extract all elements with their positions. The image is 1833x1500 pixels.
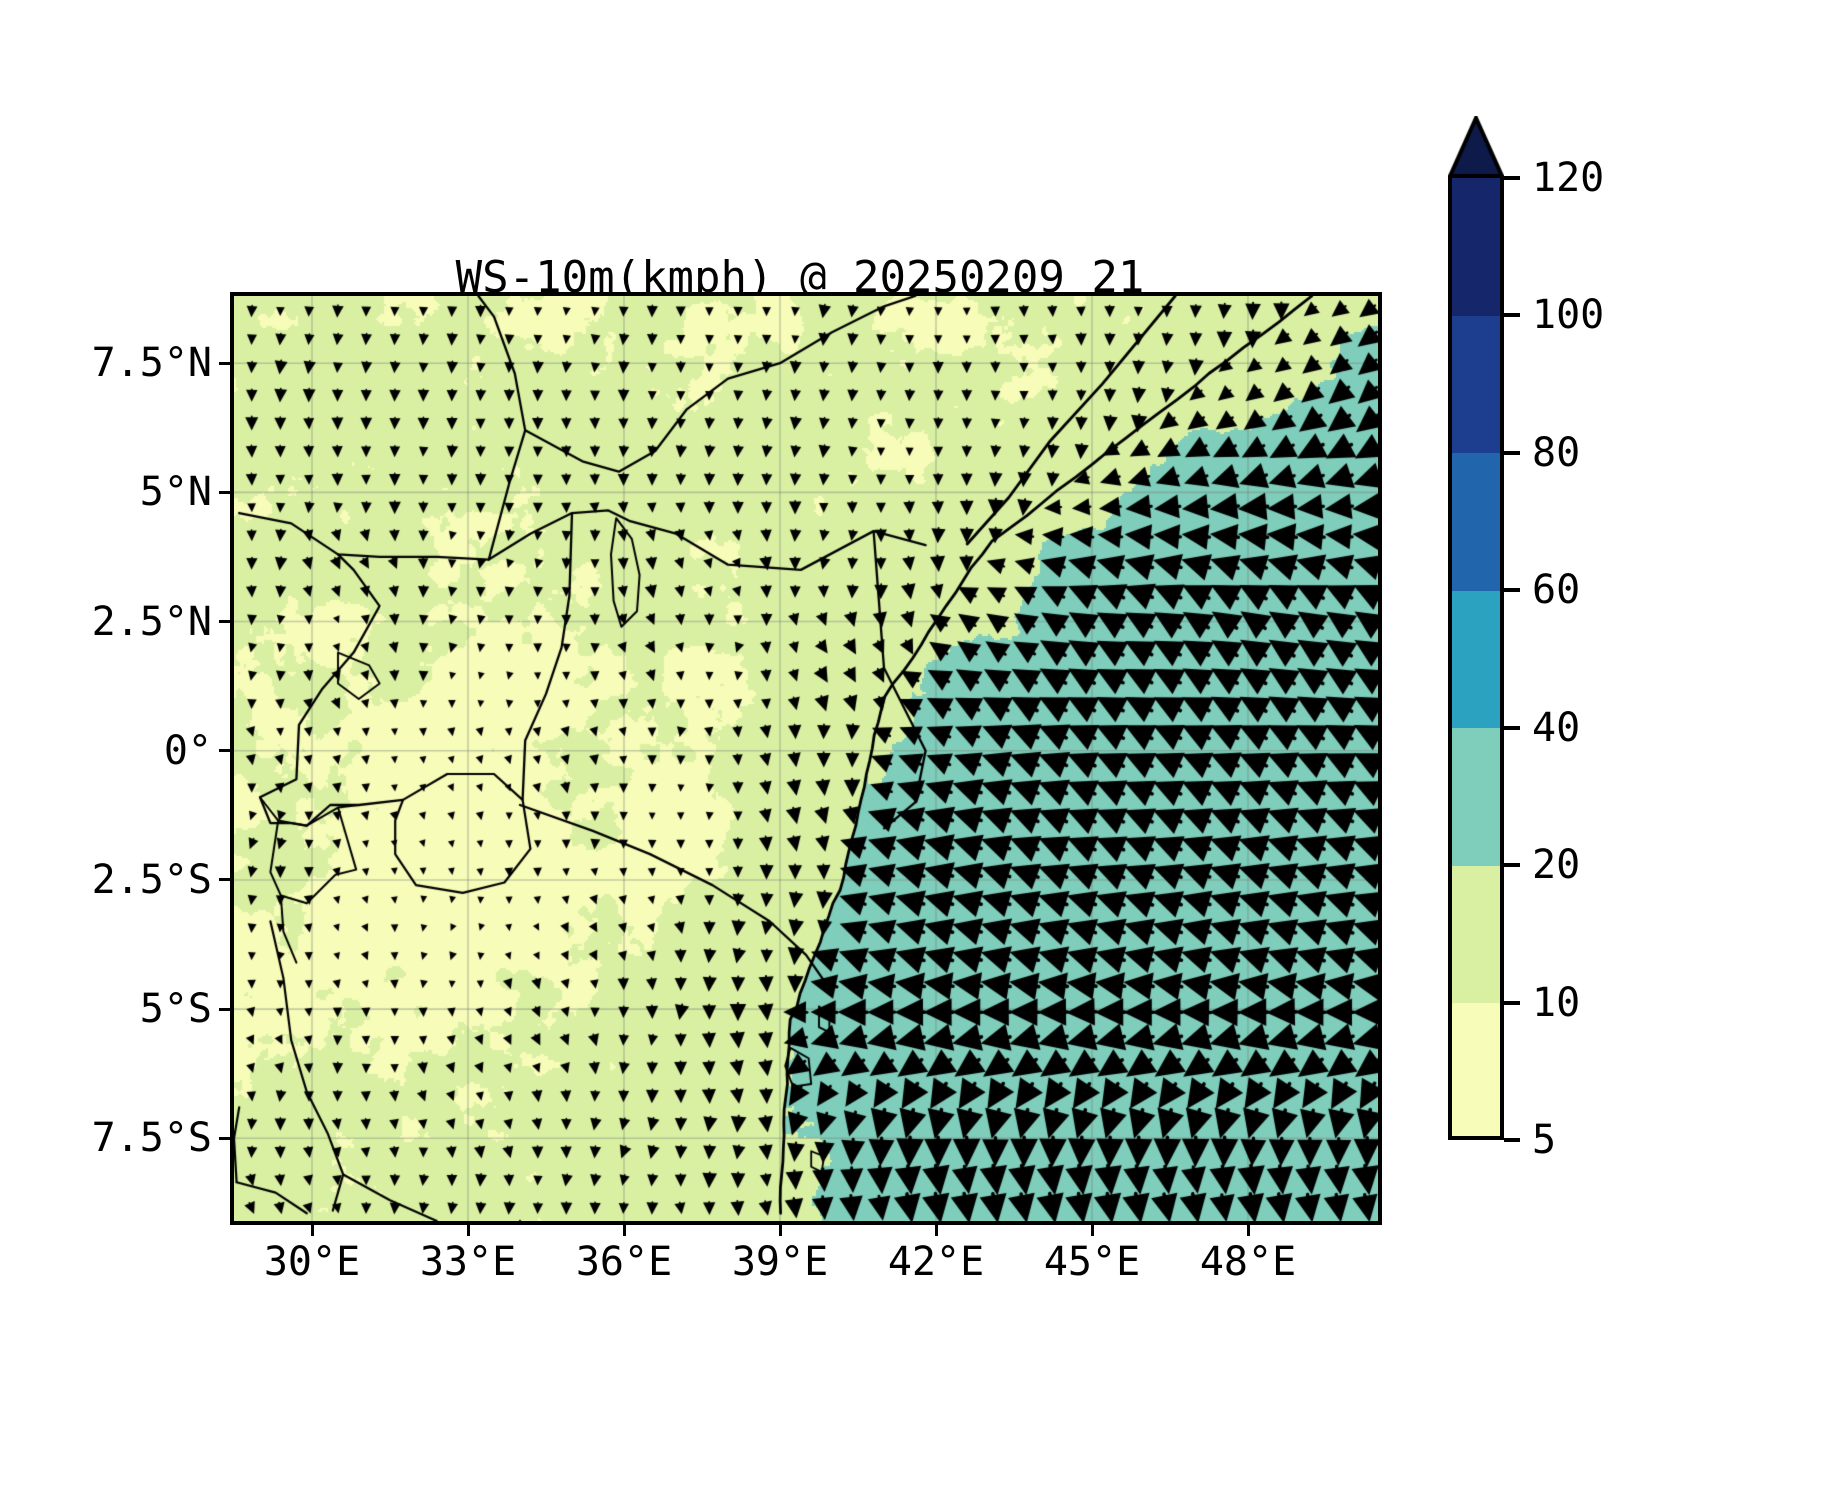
colorbar-band-4 [1452, 452, 1500, 591]
x-tick-mark-5 [1090, 1225, 1094, 1236]
x-tick-label-3: 39°E [731, 1239, 829, 1285]
colorbar: 120 100 80 60 40 20 10 5 [1448, 116, 1604, 1163]
colorbar-tick-label-4: 40 [1532, 704, 1581, 751]
colorbar-band-0 [1452, 1002, 1500, 1136]
y-tick-label-3: 0° [163, 727, 212, 774]
y-tick-mark-1 [219, 490, 230, 494]
x-tick-label-6: 48°E [1199, 1239, 1297, 1285]
x-tick-label-0: 30°E [263, 1239, 361, 1285]
x-tick-mark-6 [1246, 1225, 1250, 1236]
colorbar-extend-arrow [1448, 116, 1504, 178]
y-tick-mark-2 [219, 620, 230, 624]
y-tick-mark-6 [219, 1136, 230, 1140]
colorbar-tick-label-3: 60 [1532, 567, 1581, 614]
colorbar-tick-mark-7 [1504, 1138, 1520, 1142]
colorbar-tick-mark-5 [1504, 863, 1520, 868]
y-tick-label-0: 7.5°N [91, 340, 212, 387]
y-tick-mark-0 [219, 361, 230, 365]
colorbar-body [1448, 178, 1504, 1140]
colorbar-tick-label-1: 100 [1532, 292, 1605, 339]
colorbar-tick-label-2: 80 [1532, 429, 1581, 476]
y-tick-mark-4 [219, 878, 230, 882]
colorbar-tick-mark-1 [1504, 313, 1520, 318]
y-tick-label-2: 2.5°N [91, 598, 212, 645]
y-tick-label-5: 5°S [139, 986, 212, 1033]
colorbar-tick-mark-3 [1504, 588, 1520, 593]
y-tick-label-4: 2.5°S [91, 856, 212, 903]
y-tick-mark-3 [219, 749, 230, 753]
colorbar-band-6 [1452, 178, 1500, 317]
x-tick-mark-3 [778, 1225, 782, 1236]
x-tick-label-1: 33°E [419, 1239, 517, 1285]
colorbar-tick-label-5: 20 [1532, 842, 1581, 889]
colorbar-band-3 [1452, 590, 1500, 729]
colorbar-tick-label-7: 5 [1532, 1117, 1557, 1163]
colorbar-tick-mark-0 [1504, 176, 1520, 180]
x-tick-label-2: 36°E [575, 1239, 673, 1285]
colorbar-band-5 [1452, 315, 1500, 454]
x-tick-mark-1 [466, 1225, 470, 1236]
y-tick-label-6: 7.5°S [91, 1115, 212, 1162]
x-tick-label-5: 45°E [1043, 1239, 1141, 1285]
map-axes [230, 292, 1382, 1225]
y-tick-mark-5 [219, 1007, 230, 1011]
colorbar-band-2 [1452, 727, 1500, 866]
colorbar-tick-label-0: 120 [1532, 155, 1605, 201]
x-tick-mark-2 [622, 1225, 626, 1236]
x-tick-label-4: 42°E [887, 1239, 985, 1285]
colorbar-tick-mark-2 [1504, 450, 1520, 455]
x-tick-mark-0 [310, 1225, 314, 1236]
wind-field-map [234, 296, 1378, 1221]
colorbar-tick-mark-6 [1504, 1000, 1520, 1005]
colorbar-tick-label-6: 10 [1532, 979, 1581, 1026]
colorbar-band-1 [1452, 865, 1500, 1004]
y-tick-label-1: 5°N [139, 469, 212, 516]
colorbar-tick-mark-4 [1504, 725, 1520, 730]
x-tick-mark-4 [934, 1225, 938, 1236]
